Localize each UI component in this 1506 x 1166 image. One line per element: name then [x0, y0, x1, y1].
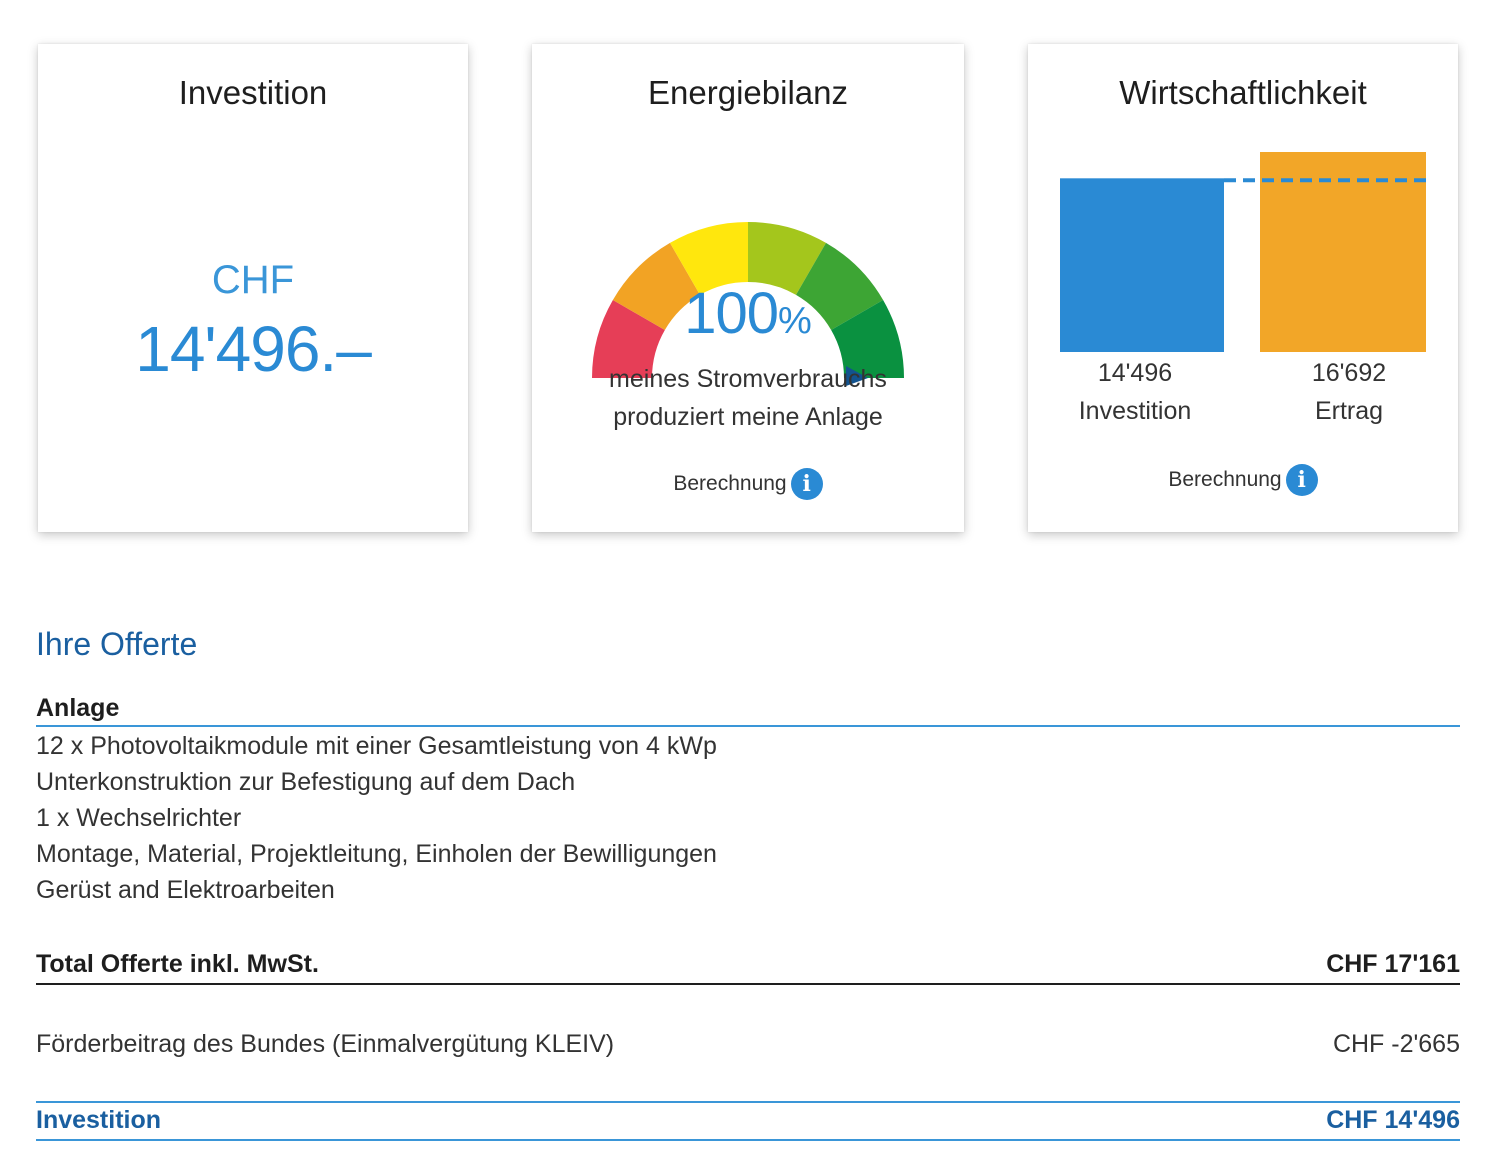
investition-card: Investition CHF 14'496.–	[38, 44, 468, 532]
offer-item: Gerüst and Elektroarbeiten	[36, 876, 335, 904]
gauge-pointer-icon	[846, 366, 868, 386]
gauge-segment	[612, 242, 700, 330]
energy-caption-line2: produziert meine Anlage	[613, 403, 883, 431]
bar-name-investition: Investition	[1078, 397, 1192, 425]
energiebilanz-card: Energiebilanz 100% meines Stromverbrauch…	[532, 44, 964, 532]
investition-card-title: Investition	[178, 74, 328, 111]
investment-top-divider	[36, 1101, 1460, 1103]
gauge-segment	[670, 222, 748, 295]
bar-label-investition: 14'496 Investition	[1050, 354, 1220, 430]
offer-item: 12 x Photovoltaikmodule mit einer Gesamt…	[36, 732, 717, 760]
energiebilanz-card-title: Energiebilanz	[648, 74, 848, 111]
energy-calc-label: Berechnung	[673, 472, 787, 495]
wirtschaftlichkeit-card-title: Wirtschaftlichkeit	[1119, 74, 1367, 111]
economics-calc-link[interactable]: Berechnung i	[1028, 464, 1458, 496]
total-divider	[36, 983, 1460, 985]
bar-name-ertrag: Ertrag	[1314, 397, 1384, 425]
investition-currency: CHF	[211, 258, 295, 302]
bar-value-ertrag: 16'692	[1311, 359, 1387, 387]
bar-ertrag	[1260, 152, 1426, 352]
total-label: Total Offerte inkl. MwSt.	[36, 950, 319, 978]
investment-value: CHF 14'496	[1326, 1106, 1460, 1134]
energy-value-unit: %	[777, 300, 812, 342]
offer-title: Ihre Offerte	[36, 626, 198, 662]
wirtschaftlichkeit-card: Wirtschaftlichkeit 14'496 Investition 16…	[1028, 44, 1458, 532]
energy-caption: meines Stromverbrauchs produziert meine …	[532, 360, 964, 436]
gauge-segment	[592, 300, 665, 378]
investition-amount: 14'496.–	[135, 313, 372, 385]
total-value: CHF 17'161	[1326, 950, 1460, 978]
investment-label: Investition	[36, 1106, 162, 1134]
bar-value-investition: 14'496	[1097, 359, 1173, 387]
energy-gauge	[592, 222, 904, 386]
gauge-segment	[748, 222, 826, 295]
subsidy-label: Förderbeitrag des Bundes (Einmalvergütun…	[36, 1030, 615, 1058]
anlage-divider	[36, 725, 1460, 727]
subsidy-value: CHF -2'665	[1332, 1030, 1460, 1058]
energy-caption-line1: meines Stromverbrauchs	[609, 365, 887, 393]
offer-item: 1 x Wechselrichter	[36, 804, 242, 832]
offer-item: Unterkonstruktion zur Befestigung auf de…	[36, 768, 576, 796]
info-icon[interactable]: i	[790, 468, 823, 500]
energy-calc-link[interactable]: Berechnung i	[532, 468, 964, 500]
energy-value-number: 100	[684, 281, 779, 346]
investment-bottom-divider	[36, 1139, 1460, 1141]
anlage-heading-label: Anlage	[36, 694, 120, 722]
bar-investition	[1060, 178, 1224, 352]
offer-item: Montage, Material, Projektleitung, Einho…	[36, 840, 717, 868]
bar-label-ertrag: 16'692 Ertrag	[1264, 354, 1434, 430]
gauge-segment	[796, 242, 884, 330]
economics-calc-label: Berechnung	[1168, 468, 1282, 491]
energy-value: 100%	[532, 280, 964, 347]
economics-bar-chart	[1060, 152, 1426, 352]
info-icon[interactable]: i	[1285, 464, 1318, 496]
gauge-segment	[831, 300, 904, 378]
